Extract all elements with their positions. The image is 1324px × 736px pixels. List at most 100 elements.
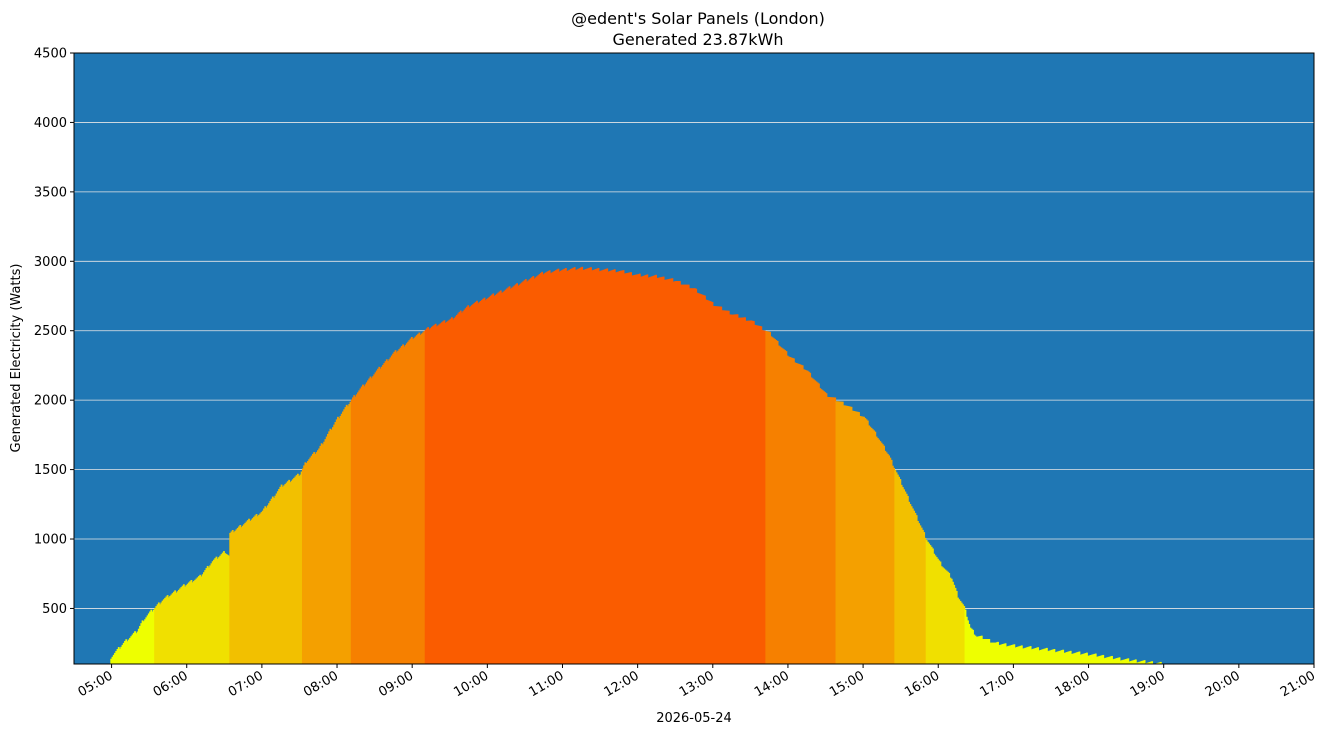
bar-577 xyxy=(833,397,835,664)
bar-266 xyxy=(443,320,446,664)
bar-363 xyxy=(564,268,567,664)
bar-468 xyxy=(696,292,699,664)
bar-45 xyxy=(166,595,169,664)
bar-322 xyxy=(513,285,516,664)
bar-606 xyxy=(869,426,872,664)
bar-15 xyxy=(129,637,131,664)
x-tick-label-14: 19:00 xyxy=(1128,668,1168,700)
bar-53 xyxy=(176,591,179,664)
bar-814 xyxy=(1129,661,1132,664)
bar-429 xyxy=(647,277,650,664)
chart-title: @edent's Solar Panels (London) xyxy=(571,9,825,28)
bar-574 xyxy=(829,397,832,664)
bar-806 xyxy=(1119,660,1122,664)
bar-790 xyxy=(1099,655,1102,664)
bar-747 xyxy=(1045,647,1048,664)
bar-29 xyxy=(146,615,149,664)
bar-608 xyxy=(871,429,874,664)
bar-119 xyxy=(259,513,262,664)
bar-252 xyxy=(425,328,428,664)
bar-242 xyxy=(413,337,416,664)
bar-741 xyxy=(1038,650,1041,664)
bar-723 xyxy=(1015,647,1018,664)
bar-367 xyxy=(570,269,572,664)
bar-461 xyxy=(687,284,690,664)
bar-214 xyxy=(378,366,381,664)
bar-348 xyxy=(546,271,549,664)
bar-77 xyxy=(206,565,209,664)
x-tick-label-9: 14:00 xyxy=(752,668,792,700)
bar-110 xyxy=(248,518,250,664)
bar-830 xyxy=(1149,661,1152,664)
plot-frame xyxy=(73,52,1315,665)
bar-156 xyxy=(305,462,308,664)
bar-820 xyxy=(1137,662,1140,664)
bar-699 xyxy=(985,639,988,664)
bar-788 xyxy=(1097,656,1100,664)
bar-303 xyxy=(489,295,492,664)
bar-569 xyxy=(823,391,825,664)
bar-352 xyxy=(551,272,554,664)
bar-598 xyxy=(859,415,862,664)
bar-196 xyxy=(355,394,358,664)
bar-232 xyxy=(400,346,403,664)
bar-140 xyxy=(285,482,288,664)
bar-387 xyxy=(595,268,597,664)
bar-555 xyxy=(805,370,808,664)
bar-120 xyxy=(260,512,263,664)
bar-757 xyxy=(1058,650,1061,664)
bar-794 xyxy=(1104,657,1107,664)
x-tick-label-16: 21:00 xyxy=(1278,668,1318,700)
bar-505 xyxy=(742,317,745,664)
bar-215 xyxy=(379,368,382,664)
bar-423 xyxy=(640,276,642,664)
bar-9 xyxy=(121,644,124,664)
bar-360 xyxy=(561,270,564,664)
bar-678 xyxy=(959,600,962,664)
bar-69 xyxy=(196,577,199,664)
bar-288 xyxy=(471,305,473,664)
bar-262 xyxy=(438,324,441,664)
bar-265 xyxy=(442,321,445,664)
bar-422 xyxy=(638,273,641,664)
bar-782 xyxy=(1089,655,1092,664)
bar-717 xyxy=(1008,645,1011,664)
bar-305 xyxy=(492,293,495,664)
bar-61 xyxy=(186,583,189,664)
bar-819 xyxy=(1136,662,1138,664)
bar-712 xyxy=(1002,644,1004,664)
bar-487 xyxy=(720,306,723,664)
bar-260 xyxy=(435,326,438,664)
bar-16 xyxy=(130,636,133,664)
bar-736 xyxy=(1032,648,1035,664)
bar-495 xyxy=(730,314,733,664)
bar-418 xyxy=(633,274,636,664)
bar-519 xyxy=(760,326,763,664)
bar-332 xyxy=(526,281,529,664)
bar-353 xyxy=(552,271,555,664)
bar-237 xyxy=(407,341,410,664)
bar-396 xyxy=(606,268,609,664)
bar-627 xyxy=(895,472,898,664)
bar-276 xyxy=(456,314,458,664)
bar-783 xyxy=(1091,654,1093,664)
bar-679 xyxy=(960,602,963,664)
bar-397 xyxy=(607,271,610,664)
bar-465 xyxy=(692,288,695,664)
bar-369 xyxy=(572,267,575,664)
bar-96 xyxy=(230,531,233,664)
bar-738 xyxy=(1034,648,1037,664)
bar-399 xyxy=(610,270,612,664)
bar-64 xyxy=(190,579,193,664)
bar-642 xyxy=(914,512,917,664)
bar-248 xyxy=(420,333,423,664)
bar-524 xyxy=(766,331,769,664)
bar-599 xyxy=(860,416,863,664)
bar-327 xyxy=(519,283,522,664)
bar-651 xyxy=(925,540,928,664)
bar-561 xyxy=(812,379,815,664)
bar-177 xyxy=(332,427,334,664)
bar-693 xyxy=(978,636,981,664)
bar-688 xyxy=(972,629,974,664)
bar-167 xyxy=(319,445,322,664)
